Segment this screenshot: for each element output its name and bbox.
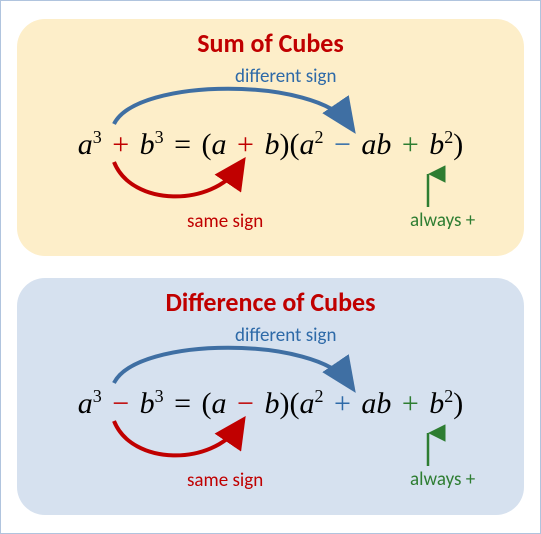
f2-a: a	[299, 128, 314, 161]
lhs-exp2: 3	[155, 127, 164, 147]
f1-close: )	[279, 387, 289, 420]
lhs-a: a	[78, 387, 93, 420]
f2-open: (	[289, 387, 299, 420]
diff-title: Difference of Cubes	[29, 286, 512, 318]
lhs-a: a	[78, 128, 93, 161]
lhs-b: b	[140, 128, 155, 161]
equals: =	[171, 387, 194, 420]
f2-op2: +	[399, 128, 422, 161]
f1-open: (	[202, 387, 212, 420]
f2-ab-b: b	[376, 387, 391, 420]
same-sign-label: same sign	[187, 210, 263, 233]
diff-formula: a3 − b3 = (a − b)(a2 + ab + b2)	[17, 386, 524, 421]
lhs-op: −	[109, 387, 132, 420]
sum-title: Sum of Cubes	[29, 27, 512, 59]
always-plus-label: always +	[410, 209, 475, 232]
always-plus-label: always +	[410, 468, 475, 491]
equals: =	[171, 128, 194, 161]
lhs-exp1: 3	[93, 386, 102, 406]
f1-open: (	[202, 128, 212, 161]
f2-a: a	[299, 387, 314, 420]
blue-arrow-icon	[114, 348, 349, 383]
lhs-exp2: 3	[155, 386, 164, 406]
f2-ab-a: a	[361, 128, 376, 161]
f1-op: +	[234, 128, 257, 161]
red-arrow-icon	[114, 421, 239, 455]
different-sign-label: different sign	[235, 324, 336, 347]
f1-b: b	[264, 128, 279, 161]
f1-op: −	[234, 387, 257, 420]
f2-ab-b: b	[376, 128, 391, 161]
blue-arrow-icon	[114, 89, 349, 124]
f1-a: a	[212, 128, 227, 161]
same-sign-label: same sign	[187, 469, 263, 492]
f1-close: )	[279, 128, 289, 161]
f2-exp2: 2	[444, 386, 453, 406]
frame: Sum of Cubes different sign same sign al…	[0, 0, 541, 534]
f2-ab-a: a	[361, 387, 376, 420]
difference-of-cubes-panel: Difference of Cubes different sign same …	[17, 278, 524, 515]
f2-op1: +	[331, 387, 354, 420]
f2-op2: +	[399, 387, 422, 420]
f2-exp1: 2	[314, 386, 323, 406]
lhs-exp1: 3	[93, 127, 102, 147]
sum-of-cubes-panel: Sum of Cubes different sign same sign al…	[17, 19, 524, 256]
sum-formula: a3 + b3 = (a + b)(a2 − ab + b2)	[17, 127, 524, 162]
lhs-op: +	[109, 128, 132, 161]
f1-a: a	[212, 387, 227, 420]
f2-exp1: 2	[314, 127, 323, 147]
red-arrow-icon	[114, 162, 239, 196]
f2-close: )	[453, 387, 463, 420]
f2-close: )	[453, 128, 463, 161]
f2-b: b	[429, 387, 444, 420]
f2-exp2: 2	[444, 127, 453, 147]
lhs-b: b	[140, 387, 155, 420]
different-sign-label: different sign	[235, 65, 336, 88]
f2-b: b	[429, 128, 444, 161]
f2-op1: −	[331, 128, 354, 161]
f1-b: b	[264, 387, 279, 420]
f2-open: (	[289, 128, 299, 161]
